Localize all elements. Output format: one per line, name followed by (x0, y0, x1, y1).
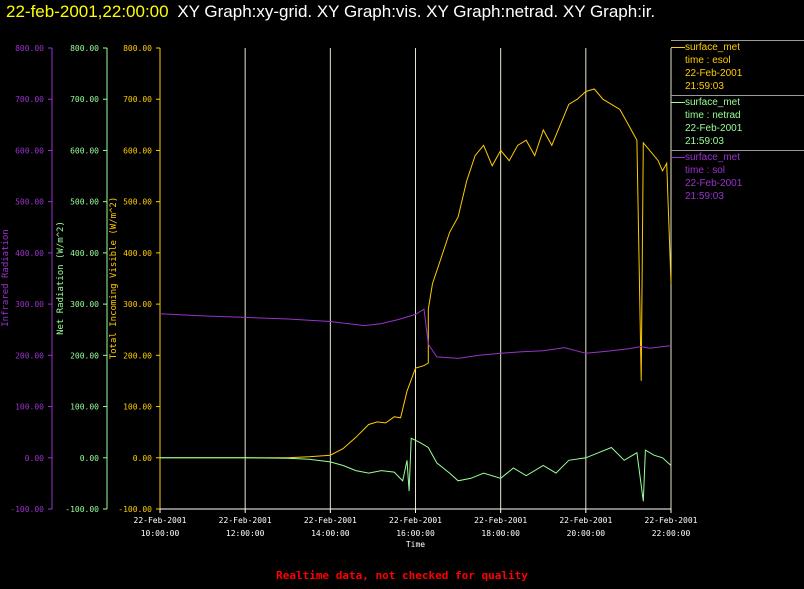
y-tick-label: 400.00 (15, 249, 44, 258)
y-tick-label: 100.00 (15, 403, 44, 412)
y-tick-label: 300.00 (70, 300, 99, 309)
x-tick-time: 12:00:00 (226, 529, 265, 538)
y-tick-label: 200.00 (15, 351, 44, 360)
legend-date: 22-Feb-2001 (685, 68, 743, 79)
y-tick-label: 800.00 (123, 44, 152, 53)
x-tick-date: 22-Feb-2001 (389, 516, 442, 525)
y-tick-label: 700.00 (123, 95, 152, 104)
y-tick-label: 300.00 (15, 300, 44, 309)
graph-list-title: XY Graph:xy-grid. XY Graph:vis. XY Graph… (177, 2, 656, 21)
quality-notice: Realtime data, not checked for quality (276, 569, 528, 582)
legend-date: 22-Feb-2001 (685, 178, 743, 189)
y-tick-label: 500.00 (123, 198, 152, 207)
legend-variable: time : esol (685, 55, 731, 66)
y-tick-label: 0.00 (133, 454, 152, 463)
y-tick-label: -100.00 (10, 505, 44, 514)
legend-entry: surface_met time : esol 22-Feb-2001 21:59:0… (671, 40, 804, 95)
ir-axis-label: Infrared Radiation (1, 229, 11, 327)
y-tick-label: 400.00 (70, 249, 99, 258)
x-tick-date: 22-Feb-2001 (645, 516, 698, 525)
vis-axis-label: Total Incoming Visible (W/m^2) (109, 197, 119, 360)
x-tick-date: 22-Feb-2001 (474, 516, 527, 525)
timestamp-title: 22-feb-2001,22:00:00 (6, 2, 169, 21)
y-axes: 800.00 700.00 600.00 500.00 400.00 300.00 200.… (1, 44, 161, 514)
series-line (160, 88, 672, 459)
y-tick-label: 200.00 (70, 351, 99, 360)
y-tick-label: -100.00 (118, 505, 152, 514)
legend-date: 22-Feb-2001 (685, 123, 743, 134)
x-tick-date: 22-Feb-2001 (134, 516, 187, 525)
legend: surface_met time : esol 22-Feb-2001 21:59:0… (671, 40, 804, 205)
y-tick-label: 0.00 (80, 454, 99, 463)
graph-title: 22-feb-2001,22:00:00 XY Graph:xy-grid. X… (6, 2, 655, 22)
netrad-axis-label: Net Radiation (W/m^2) (56, 221, 66, 335)
x-tick-time: 22:00:00 (652, 529, 691, 538)
series-lines (159, 88, 672, 502)
series-line (159, 308, 672, 359)
x-tick-time: 16:00:00 (396, 529, 435, 538)
x-axis-label: Time (406, 540, 425, 549)
y-tick-label: 600.00 (123, 146, 152, 155)
series-line (160, 437, 672, 502)
legend-series-title: surface_met (671, 41, 804, 54)
x-tick-date: 22-Feb-2001 (219, 516, 272, 525)
y-tick-label: 400.00 (123, 249, 152, 258)
y-tick-label: 0.00 (25, 454, 44, 463)
legend-series-title: surface_met (671, 96, 804, 109)
y-tick-label: -100.00 (65, 505, 99, 514)
legend-time: 21:59:03 (685, 191, 724, 202)
legend-series-title: surface_met (671, 151, 804, 164)
x-tick-date: 22-Feb-2001 (559, 516, 612, 525)
legend-swatch (671, 46, 685, 48)
x-tick-time: 14:00:00 (311, 529, 350, 538)
legend-variable: time : netrad (685, 110, 741, 121)
y-tick-label: 700.00 (70, 95, 99, 104)
y-tick-label: 600.00 (70, 146, 99, 155)
x-tick-time: 18:00:00 (481, 529, 520, 538)
legend-variable: time : sol (685, 165, 726, 176)
x-axis: 22-Feb-2001 10:00:00 22-Feb-2001 12:00:00 22… (134, 508, 698, 549)
y-tick-label: 800.00 (70, 44, 99, 53)
y-tick-label: 700.00 (15, 95, 44, 104)
y-tick-label: 800.00 (15, 44, 44, 53)
y-tick-label: 600.00 (15, 146, 44, 155)
grid-lines (244, 48, 672, 509)
legend-swatch (671, 101, 685, 103)
y-tick-label: 300.00 (123, 300, 152, 309)
y-tick-label: 100.00 (70, 403, 99, 412)
y-tick-label: 500.00 (70, 198, 99, 207)
y-tick-label: 200.00 (123, 351, 152, 360)
legend-entry: surface_met time : netrad 22-Feb-2001 21:59… (671, 95, 804, 150)
legend-swatch (671, 156, 685, 158)
x-tick-date: 22-Feb-2001 (304, 516, 357, 525)
legend-time: 21:59:03 (685, 136, 724, 147)
y-tick-label: 500.00 (15, 198, 44, 207)
x-tick-time: 10:00:00 (141, 529, 180, 538)
legend-entry: surface_met time : sol 22-Feb-2001 21:59:03 (671, 150, 804, 205)
legend-time: 21:59:03 (685, 81, 724, 92)
y-tick-label: 100.00 (123, 403, 152, 412)
x-tick-time: 20:00:00 (567, 529, 606, 538)
